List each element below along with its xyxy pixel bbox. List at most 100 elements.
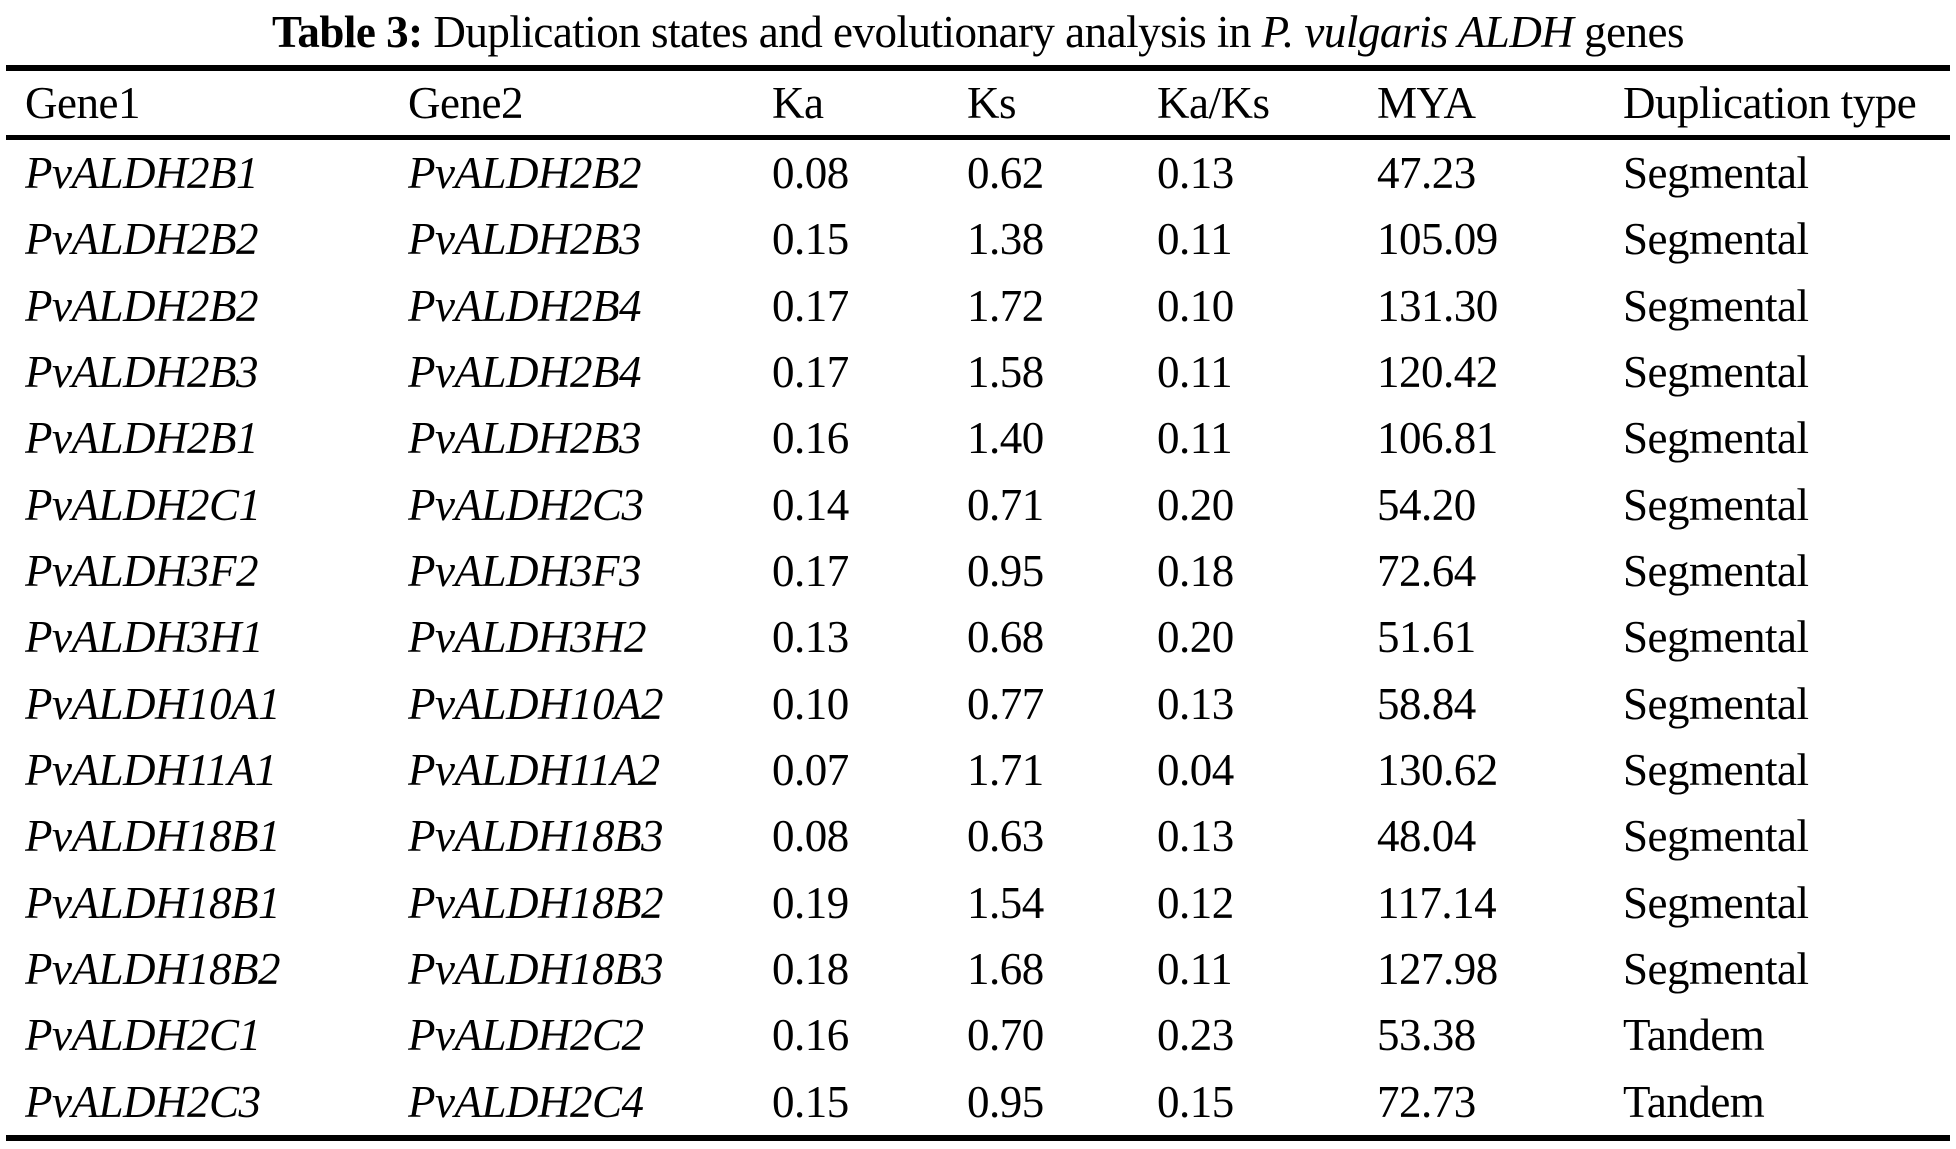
cell-ka: 0.18 (772, 944, 849, 995)
cell-duplication-type: Segmental (1623, 546, 1809, 597)
cell-ka: 0.17 (772, 280, 849, 331)
cell-kaks: 0.15 (1157, 1076, 1234, 1127)
cell-ka: 0.16 (772, 413, 849, 464)
cell-gene2: PvALDH11A2 (408, 745, 660, 796)
cell-gene1: PvALDH2C1 (25, 479, 261, 530)
cell-mya: 127.98 (1377, 944, 1498, 995)
cell-gene2: PvALDH18B3 (408, 944, 663, 995)
column-header-ks: Ks (967, 78, 1017, 128)
cell-kaks: 0.13 (1157, 678, 1234, 729)
table-row: PvALDH2C1 PvALDH2C3 0.14 0.71 0.20 54.20… (0, 472, 1956, 538)
cell-ks: 1.54 (967, 877, 1044, 928)
cell-gene2: PvALDH3F3 (408, 546, 641, 597)
cell-kaks: 0.11 (1157, 413, 1233, 464)
cell-mya: 131.30 (1377, 280, 1498, 331)
cell-mya: 72.64 (1377, 546, 1476, 597)
table-row: PvALDH18B2 PvALDH18B3 0.18 1.68 0.11 127… (0, 936, 1956, 1002)
cell-ks: 1.71 (967, 745, 1044, 796)
cell-mya: 48.04 (1377, 811, 1476, 862)
table-row: PvALDH11A1 PvALDH11A2 0.07 1.71 0.04 130… (0, 737, 1956, 803)
cell-ks: 0.71 (967, 479, 1044, 530)
cell-ka: 0.14 (772, 479, 849, 530)
cell-ka: 0.17 (772, 546, 849, 597)
table-row: PvALDH2B3 PvALDH2B4 0.17 1.58 0.11 120.4… (0, 339, 1956, 405)
cell-gene2: PvALDH2B4 (408, 280, 641, 331)
cell-gene1: PvALDH2B1 (25, 413, 258, 464)
table-caption-label: Table 3: (271, 7, 423, 57)
cell-mya: 120.42 (1377, 347, 1498, 398)
cell-duplication-type: Segmental (1623, 280, 1809, 331)
bottom-rule (6, 1135, 1950, 1141)
cell-ks: 1.40 (967, 413, 1044, 464)
cell-kaks: 0.23 (1157, 1010, 1234, 1061)
cell-gene1: PvALDH2B2 (25, 214, 258, 265)
cell-gene1: PvALDH2B3 (25, 347, 258, 398)
table-row: PvALDH10A1 PvALDH10A2 0.10 0.77 0.13 58.… (0, 671, 1956, 737)
table-row: PvALDH2B1 PvALDH2B3 0.16 1.40 0.11 106.8… (0, 405, 1956, 471)
cell-kaks: 0.11 (1157, 944, 1233, 995)
cell-gene2: PvALDH18B2 (408, 877, 663, 928)
cell-ks: 0.95 (967, 1076, 1044, 1127)
table-row: PvALDH2B1 PvALDH2B2 0.08 0.62 0.13 47.23… (0, 140, 1956, 206)
cell-duplication-type: Segmental (1623, 745, 1809, 796)
cell-mya: 47.23 (1377, 148, 1476, 199)
cell-gene1: PvALDH3F2 (25, 546, 258, 597)
cell-ks: 0.68 (967, 612, 1044, 663)
cell-ka: 0.10 (772, 678, 849, 729)
cell-duplication-type: Segmental (1623, 347, 1809, 398)
column-header-mya: MYA (1377, 78, 1476, 128)
cell-mya: 117.14 (1377, 877, 1497, 928)
cell-ka: 0.08 (772, 148, 849, 199)
cell-gene2: PvALDH2C3 (408, 479, 644, 530)
cell-duplication-type: Segmental (1623, 148, 1809, 199)
cell-ka: 0.07 (772, 745, 849, 796)
table-caption-species: P. vulgaris ALDH (1261, 7, 1574, 57)
table-row: PvALDH3F2 PvALDH3F3 0.17 0.95 0.18 72.64… (0, 538, 1956, 604)
cell-gene1: PvALDH3H1 (25, 612, 263, 663)
cell-ks: 0.62 (967, 148, 1044, 199)
table-body: PvALDH2B1 PvALDH2B2 0.08 0.62 0.13 47.23… (0, 140, 1956, 1135)
cell-mya: 51.61 (1377, 612, 1476, 663)
table-row: PvALDH3H1 PvALDH3H2 0.13 0.68 0.20 51.61… (0, 604, 1956, 670)
cell-gene1: PvALDH2B2 (25, 280, 258, 331)
cell-duplication-type: Segmental (1623, 413, 1809, 464)
cell-mya: 53.38 (1377, 1010, 1476, 1061)
cell-ka: 0.19 (772, 877, 849, 928)
table-row: PvALDH2C1 PvALDH2C2 0.16 0.70 0.23 53.38… (0, 1002, 1956, 1068)
cell-ka: 0.16 (772, 1010, 849, 1061)
cell-ks: 0.77 (967, 678, 1044, 729)
cell-gene1: PvALDH2C1 (25, 1010, 261, 1061)
cell-ks: 1.72 (967, 280, 1044, 331)
table-caption: Table 3: Duplication states and evolutio… (0, 0, 1956, 64)
table-row: PvALDH18B1 PvALDH18B3 0.08 0.63 0.13 48.… (0, 803, 1956, 869)
cell-kaks: 0.13 (1157, 811, 1234, 862)
cell-kaks: 0.04 (1157, 745, 1234, 796)
column-header-gene2: Gene2 (408, 78, 523, 128)
cell-duplication-type: Segmental (1623, 479, 1809, 530)
cell-ka: 0.15 (772, 1076, 849, 1127)
column-header-gene1: Gene1 (25, 78, 140, 128)
cell-duplication-type: Segmental (1623, 612, 1809, 663)
cell-kaks: 0.11 (1157, 347, 1233, 398)
cell-kaks: 0.13 (1157, 148, 1234, 199)
table-row: PvALDH2C3 PvALDH2C4 0.15 0.95 0.15 72.73… (0, 1069, 1956, 1135)
top-rule (6, 65, 1950, 71)
cell-gene1: PvALDH11A1 (25, 745, 277, 796)
cell-kaks: 0.20 (1157, 612, 1234, 663)
cell-gene2: PvALDH3H2 (408, 612, 646, 663)
cell-gene2: PvALDH2C4 (408, 1076, 644, 1127)
cell-ks: 0.70 (967, 1010, 1044, 1061)
table-row: PvALDH2B2 PvALDH2B3 0.15 1.38 0.11 105.0… (0, 206, 1956, 272)
cell-kaks: 0.11 (1157, 214, 1233, 265)
cell-duplication-type: Tandem (1623, 1010, 1765, 1061)
table-row: PvALDH18B1 PvALDH18B2 0.19 1.54 0.12 117… (0, 870, 1956, 936)
cell-gene2: PvALDH2C2 (408, 1010, 644, 1061)
cell-ks: 1.38 (967, 214, 1044, 265)
cell-ks: 1.58 (967, 347, 1044, 398)
cell-ka: 0.15 (772, 214, 849, 265)
cell-mya: 58.84 (1377, 678, 1476, 729)
cell-gene2: PvALDH10A2 (408, 678, 663, 729)
cell-gene2: PvALDH2B3 (408, 214, 641, 265)
table-row: PvALDH2B2 PvALDH2B4 0.17 1.72 0.10 131.3… (0, 273, 1956, 339)
